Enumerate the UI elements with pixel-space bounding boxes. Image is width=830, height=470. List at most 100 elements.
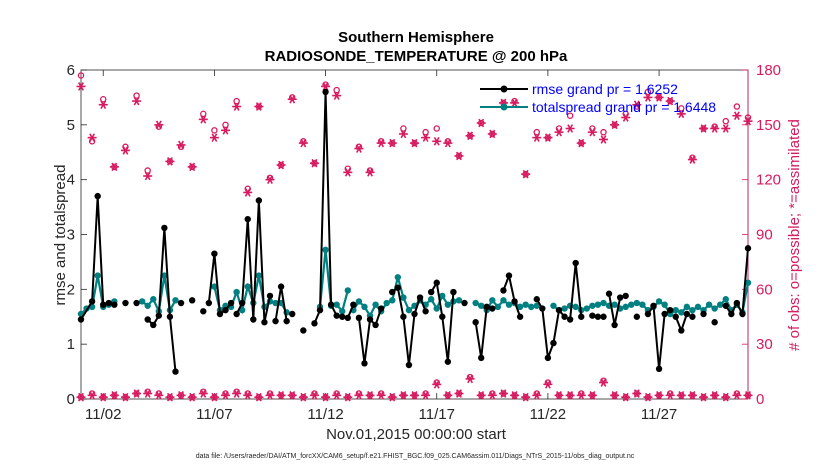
assimilated-obs-marker	[643, 93, 653, 102]
assimilated-obs-star-stroke	[344, 168, 351, 177]
assimilated-obs-star-stroke	[645, 392, 651, 402]
assimilated-obs-marker	[198, 115, 208, 124]
totalspread-point	[211, 283, 218, 290]
totalspread-point	[339, 308, 346, 315]
assimilated-obs-marker-low	[498, 389, 508, 398]
rmse-point	[644, 310, 652, 318]
assimilated-obs-star-stroke	[611, 391, 618, 400]
assimilated-obs-star-stroke	[244, 188, 251, 197]
rmse-point	[672, 313, 679, 320]
assimilated-obs-star-stroke	[556, 391, 562, 400]
assimilated-obs-star-stroke	[478, 391, 485, 400]
rmse-point	[589, 312, 596, 319]
totalspread-point	[144, 302, 151, 309]
assimilated-obs-marker	[410, 138, 419, 148]
assimilated-obs-star-stroke	[533, 391, 540, 400]
totalspread-point	[361, 303, 368, 311]
rmse-point	[277, 283, 285, 290]
assimilated-obs-star-stroke	[322, 392, 329, 402]
assimilated-obs-marker-low	[610, 391, 620, 400]
rmse-point	[166, 313, 174, 320]
x-tick-label: 11/12	[307, 406, 343, 423]
assimilated-obs-star-stroke	[578, 391, 585, 400]
assimilated-obs-marker	[398, 129, 408, 139]
assimilated-obs-marker	[298, 138, 308, 148]
y-axis-right-label: # of obs: o=possible; *=assimilated	[786, 119, 803, 351]
assimilated-obs-star-stroke	[267, 391, 273, 400]
assimilated-obs-marker	[354, 144, 364, 153]
rmse-point	[633, 313, 641, 320]
assimilated-obs-star-stroke	[467, 374, 474, 384]
x-tick-label: 11/17	[419, 406, 455, 423]
assimilated-obs-marker	[576, 138, 586, 148]
assimilated-obs-star-stroke	[633, 389, 640, 398]
assimilated-obs-marker-low	[476, 391, 486, 400]
rmse-point	[561, 313, 568, 320]
assimilated-obs-star-stroke	[444, 391, 451, 400]
rmse-point	[188, 297, 196, 304]
rmse-point	[205, 299, 213, 307]
rmse-point	[450, 288, 457, 296]
rmse-point	[739, 310, 746, 318]
x-axis-label: Nov.01,2015 00:00:00 start	[326, 426, 507, 443]
totalspread-point	[622, 303, 629, 311]
assimilated-obs-star-stroke	[289, 391, 296, 400]
assimilated-obs-marker-low	[309, 391, 319, 400]
assimilated-obs-marker	[387, 138, 397, 148]
totalspread-point	[516, 303, 524, 311]
totalspread-point	[705, 301, 713, 308]
assimilated-obs-star-stroke	[633, 100, 640, 110]
rmse-point	[550, 339, 557, 347]
assimilated-obs-marker-low	[87, 391, 97, 400]
rmse-point	[616, 294, 624, 301]
assimilated-obs-star-stroke	[333, 91, 340, 100]
totalspread-point	[533, 302, 540, 309]
assimilated-obs-star-stroke	[656, 391, 663, 400]
assimilated-obs-marker-low	[154, 391, 164, 400]
assimilated-obs-marker	[132, 96, 142, 106]
assimilated-obs-marker-low	[543, 380, 553, 389]
rmse-point	[650, 302, 657, 309]
rmse-point	[100, 301, 107, 308]
rmse-point	[722, 302, 729, 309]
data-file-footnote: data file: /Users/raeder/DAI/ATM_forcXX/…	[196, 453, 635, 460]
assimilated-obs-star-stroke	[155, 391, 162, 400]
y-tick-label: 2	[67, 281, 75, 298]
assimilated-obs-star-stroke	[89, 133, 96, 142]
assimilated-obs-marker	[610, 120, 620, 130]
assimilated-obs-star-stroke	[200, 389, 207, 398]
y-right-tick-label: 0	[756, 391, 764, 408]
assimilated-obs-star-stroke	[200, 115, 207, 124]
assimilated-obs-star-stroke	[122, 392, 129, 402]
assimilated-obs-marker	[76, 82, 86, 91]
totalspread-point	[661, 301, 668, 308]
assimilated-obs-marker	[98, 100, 108, 110]
rmse-point	[244, 215, 251, 223]
totalspread-point	[633, 299, 641, 307]
totalspread-point	[589, 302, 596, 309]
assimilated-obs-marker	[432, 136, 442, 146]
assimilated-obs-star-stroke	[400, 391, 407, 400]
assimilated-obs-marker	[621, 113, 631, 122]
totalspread-point	[500, 297, 507, 304]
assimilated-obs-marker-low	[387, 392, 397, 402]
rmse-point	[461, 299, 468, 307]
assimilated-obs-star-stroke	[267, 175, 273, 184]
possible-obs-marker	[400, 125, 407, 132]
assimilated-obs-marker	[209, 133, 219, 142]
possible-obs-marker	[566, 112, 574, 119]
rmse-point	[327, 301, 335, 308]
rmse-point	[144, 316, 151, 323]
possible-obs-marker	[333, 86, 340, 94]
assimilated-obs-star-stroke	[411, 138, 418, 148]
rmse-point	[161, 224, 168, 232]
y-tick-label: 3	[67, 227, 75, 244]
assimilated-obs-marker-low	[565, 391, 575, 400]
assimilated-obs-marker	[109, 162, 119, 172]
rmse-point	[283, 317, 290, 325]
possible-obs-marker	[77, 72, 85, 79]
assimilated-obs-star-stroke	[233, 389, 240, 398]
possible-obs-marker	[99, 95, 107, 103]
rmse-point	[400, 313, 407, 320]
